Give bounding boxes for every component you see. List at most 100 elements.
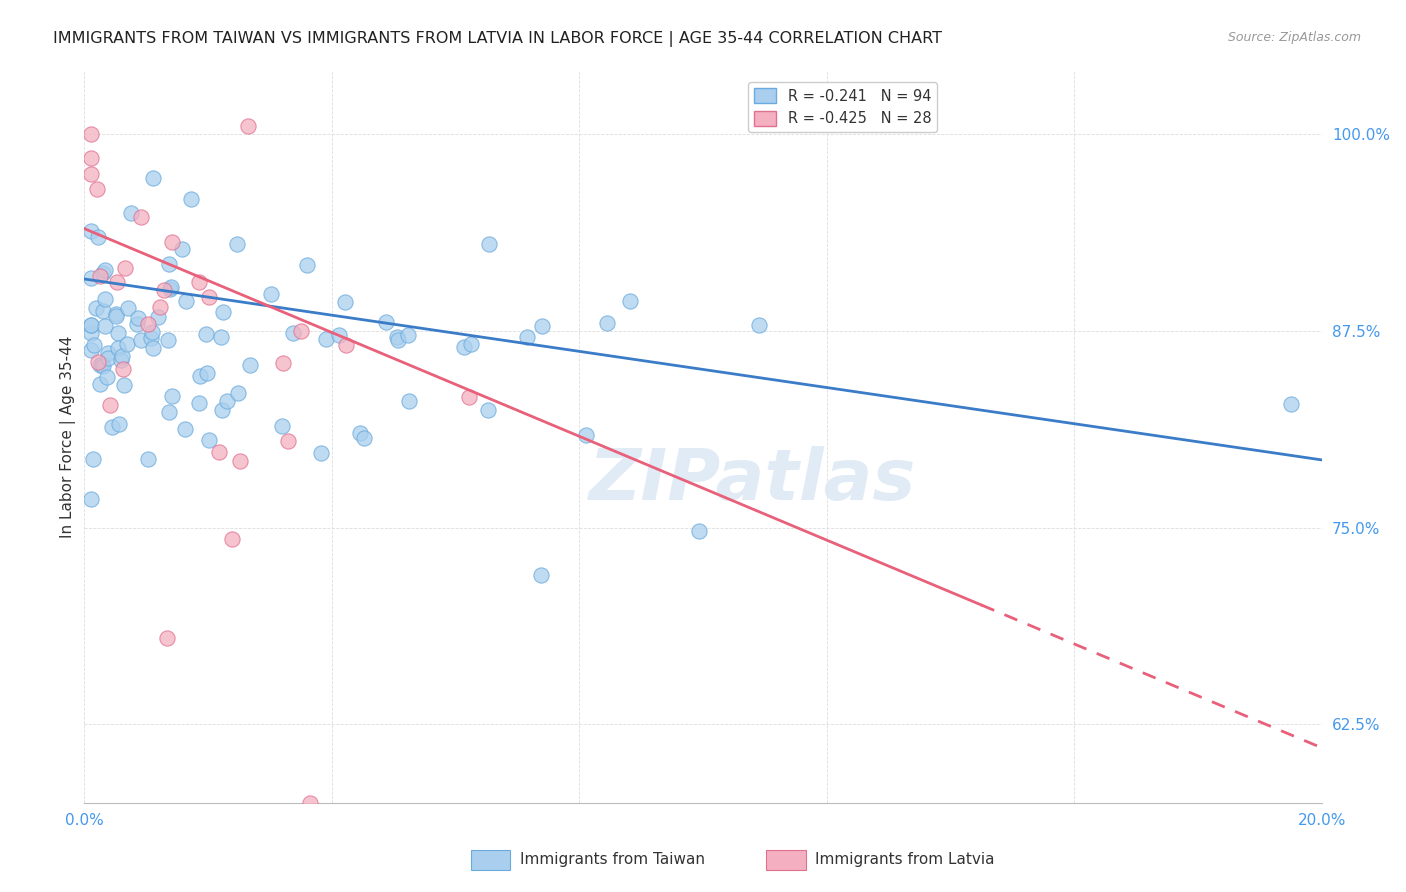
Point (460, 336, 482, 351)
Point (117, 301, 139, 315)
Point (477, 402, 499, 417)
Point (236, 120, 259, 134)
Point (226, 386, 249, 401)
Point (110, 353, 132, 368)
Point (197, 433, 219, 447)
Point (97, 351, 120, 365)
Point (152, 284, 174, 298)
Point (111, 361, 134, 376)
Point (156, 333, 179, 347)
Point (298, 796, 321, 810)
Point (198, 289, 221, 303)
Point (98, 398, 121, 412)
Point (141, 331, 163, 345)
Point (94, 263, 117, 277)
Point (79, 318, 101, 333)
Point (195, 327, 218, 342)
Point (79, 151, 101, 165)
Point (105, 275, 128, 289)
Point (91, 359, 114, 373)
Point (309, 446, 332, 460)
Point (516, 330, 538, 344)
Point (176, 294, 198, 309)
Point (125, 317, 148, 331)
Point (79, 491, 101, 506)
Point (333, 294, 356, 309)
Point (160, 389, 183, 403)
Point (112, 378, 135, 392)
Point (129, 333, 152, 347)
Point (211, 403, 233, 417)
Point (97, 346, 120, 360)
Point (79, 271, 101, 285)
Point (217, 394, 239, 409)
Point (157, 257, 180, 271)
Point (349, 425, 371, 440)
Point (89, 358, 111, 372)
Point (239, 358, 262, 372)
Point (398, 328, 420, 343)
Point (149, 300, 172, 314)
Point (136, 317, 159, 331)
Point (335, 338, 357, 352)
Point (575, 427, 598, 442)
Point (157, 405, 180, 419)
Point (79, 223, 101, 237)
Point (159, 282, 181, 296)
Point (375, 315, 398, 329)
Point (105, 307, 128, 321)
Point (229, 454, 252, 468)
Legend: R = -0.241   N = 94, R = -0.425   N = 28: R = -0.241 N = 94, R = -0.425 N = 28 (748, 82, 936, 132)
Point (221, 532, 243, 546)
Point (160, 280, 183, 294)
Point (172, 242, 194, 256)
Text: Immigrants from Taiwan: Immigrants from Taiwan (520, 853, 706, 867)
Point (271, 418, 294, 433)
Point (748, 318, 770, 332)
Point (86, 301, 108, 316)
Point (180, 192, 202, 206)
Point (89, 269, 111, 284)
Point (195, 366, 218, 380)
Point (458, 390, 481, 404)
Point (120, 206, 142, 220)
Point (89, 376, 111, 391)
Point (271, 356, 294, 370)
Point (141, 325, 163, 339)
Point (188, 369, 211, 384)
Point (187, 396, 209, 410)
Point (207, 445, 229, 459)
Point (619, 294, 641, 309)
Point (87, 355, 110, 369)
Point (295, 258, 318, 272)
Point (225, 236, 247, 251)
Point (111, 349, 134, 363)
Text: Immigrants from Latvia: Immigrants from Latvia (815, 853, 995, 867)
Point (79, 326, 101, 341)
Point (91, 266, 114, 280)
Point (115, 337, 138, 351)
Point (478, 237, 501, 252)
Point (188, 276, 211, 290)
Point (385, 330, 408, 344)
Point (209, 330, 232, 344)
Point (174, 422, 197, 436)
Point (530, 319, 553, 334)
Point (91, 303, 114, 318)
Point (82, 451, 104, 466)
Point (260, 286, 283, 301)
Point (1279, 397, 1302, 411)
Point (90, 357, 112, 371)
Point (146, 310, 169, 325)
Point (453, 340, 475, 354)
Point (277, 434, 299, 449)
Point (142, 171, 165, 186)
Point (283, 326, 305, 341)
Point (353, 431, 375, 445)
Point (136, 451, 159, 466)
Point (160, 235, 183, 249)
Point (93, 318, 115, 333)
Point (79, 343, 101, 357)
Point (129, 210, 152, 224)
Point (107, 341, 129, 355)
